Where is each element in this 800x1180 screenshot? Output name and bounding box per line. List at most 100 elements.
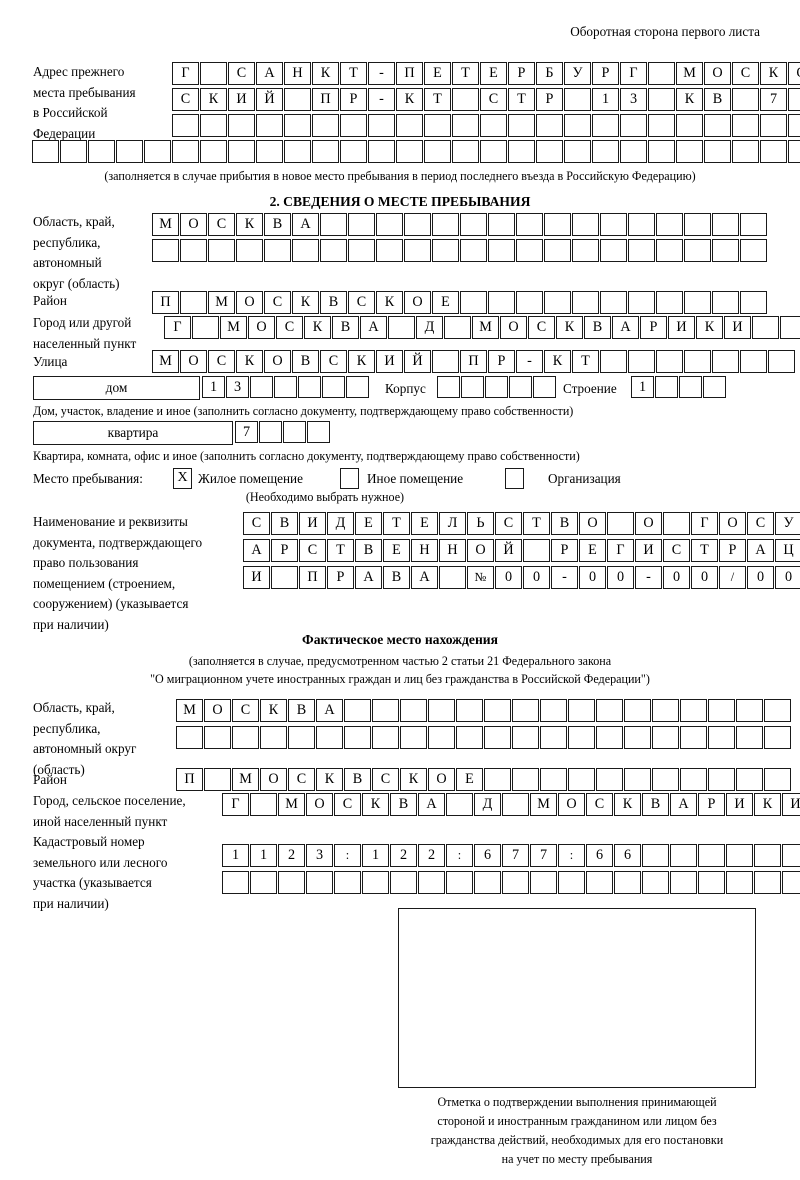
char-cell[interactable] xyxy=(404,213,431,236)
char-cell[interactable]: Т xyxy=(452,62,479,85)
char-cell[interactable] xyxy=(444,316,471,339)
char-cell[interactable] xyxy=(572,239,599,262)
char-cell[interactable] xyxy=(334,871,361,894)
char-cell[interactable] xyxy=(628,350,655,373)
char-cell[interactable] xyxy=(396,140,423,163)
char-cell[interactable]: О xyxy=(180,213,207,236)
char-cell[interactable]: В xyxy=(320,291,347,314)
char-cell[interactable] xyxy=(502,793,529,816)
char-cell[interactable]: В xyxy=(292,350,319,373)
char-cell[interactable]: К xyxy=(544,350,571,373)
cadastral-row-2[interactable] xyxy=(222,871,800,894)
char-cell[interactable]: П xyxy=(176,768,203,791)
char-cell[interactable]: П xyxy=(396,62,423,85)
char-cell[interactable]: С xyxy=(663,539,690,562)
char-cell[interactable]: Г xyxy=(164,316,191,339)
char-cell[interactable] xyxy=(32,140,59,163)
prev-address-row-3[interactable] xyxy=(172,114,800,137)
char-cell[interactable]: В xyxy=(344,768,371,791)
char-cell[interactable]: - xyxy=(516,350,543,373)
char-cell[interactable]: Й xyxy=(404,350,431,373)
char-cell[interactable]: О xyxy=(500,316,527,339)
char-cell[interactable] xyxy=(180,239,207,262)
char-cell[interactable] xyxy=(512,699,539,722)
char-cell[interactable] xyxy=(460,291,487,314)
char-cell[interactable]: И xyxy=(635,539,662,562)
char-cell[interactable]: Г xyxy=(172,62,199,85)
char-cell[interactable] xyxy=(536,140,563,163)
char-cell[interactable] xyxy=(250,793,277,816)
char-cell[interactable]: А xyxy=(670,793,697,816)
char-cell[interactable] xyxy=(684,239,711,262)
char-cell[interactable]: О xyxy=(236,291,263,314)
char-cell[interactable]: В xyxy=(288,699,315,722)
char-cell[interactable]: О xyxy=(558,793,585,816)
char-cell[interactable]: О xyxy=(579,512,606,535)
char-cell[interactable] xyxy=(600,291,627,314)
char-cell[interactable] xyxy=(586,871,613,894)
char-cell[interactable]: К xyxy=(316,768,343,791)
char-cell[interactable]: 0 xyxy=(579,566,606,589)
char-cell[interactable]: В xyxy=(642,793,669,816)
char-cell[interactable] xyxy=(446,793,473,816)
char-cell[interactable] xyxy=(446,871,473,894)
char-cell[interactable]: С xyxy=(208,213,235,236)
char-cell[interactable] xyxy=(676,140,703,163)
char-cell[interactable] xyxy=(788,114,800,137)
char-cell[interactable]: Р xyxy=(536,88,563,111)
char-cell[interactable]: 7 xyxy=(760,88,787,111)
char-cell[interactable] xyxy=(144,140,171,163)
char-cell[interactable] xyxy=(564,140,591,163)
char-cell[interactable]: К xyxy=(236,213,263,236)
char-cell[interactable] xyxy=(390,871,417,894)
char-cell[interactable] xyxy=(740,213,767,236)
char-cell[interactable]: О xyxy=(306,793,333,816)
char-cell[interactable] xyxy=(284,88,311,111)
char-cell[interactable]: Л xyxy=(439,512,466,535)
char-cell[interactable] xyxy=(437,376,460,398)
char-cell[interactable]: В xyxy=(390,793,417,816)
char-cell[interactable] xyxy=(670,871,697,894)
char-cell[interactable]: 1 xyxy=(631,376,654,398)
char-cell[interactable] xyxy=(768,350,795,373)
char-cell[interactable] xyxy=(732,88,759,111)
char-cell[interactable]: 1 xyxy=(202,376,225,398)
char-cell[interactable]: С xyxy=(348,291,375,314)
char-cell[interactable] xyxy=(642,844,669,867)
char-cell[interactable]: Д xyxy=(327,512,354,535)
char-cell[interactable]: С xyxy=(372,768,399,791)
char-cell[interactable]: Б xyxy=(536,62,563,85)
char-cell[interactable]: Е xyxy=(456,768,483,791)
char-cell[interactable] xyxy=(620,140,647,163)
char-cell[interactable] xyxy=(782,871,800,894)
char-cell[interactable]: С xyxy=(480,88,507,111)
char-cell[interactable] xyxy=(726,844,753,867)
char-cell[interactable] xyxy=(512,726,539,749)
char-cell[interactable]: К xyxy=(696,316,723,339)
char-cell[interactable]: 3 xyxy=(620,88,647,111)
char-cell[interactable] xyxy=(624,768,651,791)
char-cell[interactable]: : xyxy=(558,844,585,867)
char-cell[interactable] xyxy=(568,726,595,749)
char-cell[interactable] xyxy=(540,699,567,722)
char-cell[interactable] xyxy=(278,871,305,894)
char-cell[interactable] xyxy=(439,566,466,589)
char-cell[interactable] xyxy=(400,726,427,749)
char-cell[interactable] xyxy=(320,239,347,262)
char-cell[interactable] xyxy=(596,699,623,722)
char-cell[interactable]: В xyxy=(584,316,611,339)
char-cell[interactable]: И xyxy=(782,793,800,816)
char-cell[interactable] xyxy=(428,699,455,722)
char-cell[interactable] xyxy=(684,213,711,236)
document-row-1[interactable]: СВИДЕТЕЛЬСТВООГОСУД xyxy=(243,512,800,535)
char-cell[interactable] xyxy=(712,213,739,236)
char-cell[interactable]: К xyxy=(200,88,227,111)
char-cell[interactable] xyxy=(540,726,567,749)
char-cell[interactable]: Д xyxy=(416,316,443,339)
char-cell[interactable] xyxy=(698,844,725,867)
char-cell[interactable] xyxy=(60,140,87,163)
